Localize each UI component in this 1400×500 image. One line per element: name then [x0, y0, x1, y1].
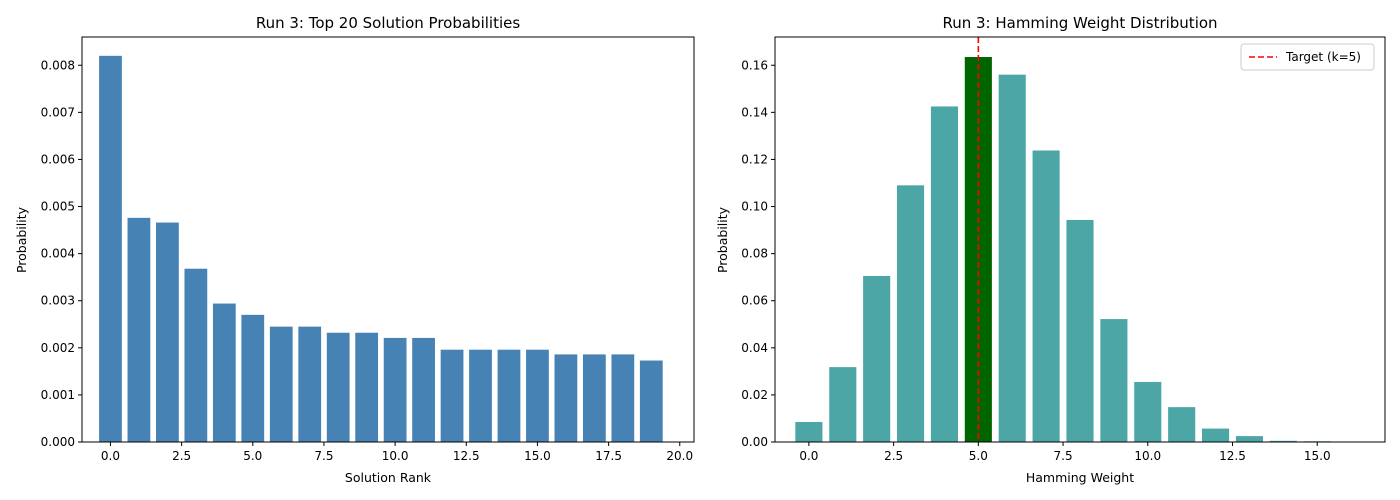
chart-title: Run 3: Hamming Weight Distribution — [942, 14, 1217, 32]
y-ticks: 0.00 0.02 0.04 0.06 0.08 0.10 0.12 0.14 0.16 — [741, 58, 775, 449]
x-tick-label: 10.0 — [382, 449, 409, 463]
bar — [829, 367, 857, 442]
bar — [184, 268, 208, 442]
x-tick-label: 2.5 — [172, 449, 191, 463]
bars — [795, 57, 1365, 443]
x-ticks: 0.0 2.5 5.0 7.5 10.0 12.5 15.0 17.5 20.0 — [101, 442, 693, 463]
y-tick-label: 0.001 — [41, 388, 75, 402]
bar — [326, 332, 350, 442]
x-tick-label: 17.5 — [595, 449, 622, 463]
y-axis-label: Probability — [14, 206, 29, 273]
y-tick-label: 0.003 — [41, 294, 75, 308]
bar — [497, 349, 521, 442]
bar — [998, 74, 1026, 443]
bar — [639, 360, 663, 442]
x-axis-label: Solution Rank — [345, 470, 432, 485]
x-tick-label: 0.0 — [101, 449, 120, 463]
y-tick-label: 0.005 — [41, 200, 75, 214]
y-tick-label: 0.004 — [41, 247, 75, 261]
bar — [241, 314, 265, 442]
y-tick-label: 0.04 — [741, 341, 768, 355]
x-tick-label: 7.5 — [1054, 449, 1073, 463]
bar — [930, 106, 958, 442]
y-ticks: 0.000 0.001 0.002 0.003 0.004 0.005 0.006 0.007… — [41, 58, 82, 449]
legend-box — [1240, 43, 1375, 71]
bar — [795, 421, 823, 442]
bar — [526, 349, 549, 442]
y-tick-label: 0.006 — [41, 152, 75, 166]
bar — [127, 217, 151, 442]
x-tick-label: 10.0 — [1134, 449, 1161, 463]
y-tick-label: 0.14 — [741, 105, 768, 119]
bar — [1100, 319, 1128, 442]
y-tick-label: 0.008 — [41, 58, 75, 72]
x-tick-label: 15.0 — [524, 449, 551, 463]
y-tick-label: 0.007 — [41, 105, 75, 119]
bar — [440, 349, 464, 442]
y-tick-label: 0.002 — [41, 341, 75, 355]
y-axis-label: Probability — [715, 206, 730, 273]
y-tick-label: 0.12 — [741, 152, 768, 166]
solution-probabilities-chart: Run 3: Top 20 Solution Probabilities 0.0… — [14, 14, 695, 485]
x-tick-label: 20.0 — [666, 449, 693, 463]
bar — [897, 185, 925, 442]
bar — [269, 326, 293, 442]
bar — [156, 222, 179, 442]
bar — [412, 337, 435, 442]
plot-frame — [774, 36, 1386, 443]
hamming-weight-chart: Run 3: Hamming Weight Distribution 0.0 2.… — [715, 14, 1386, 485]
bar — [383, 337, 407, 442]
bar — [1269, 440, 1297, 442]
y-tick-label: 0.02 — [741, 388, 768, 402]
bar — [1168, 407, 1196, 442]
legend: Target (k=5) — [1240, 43, 1375, 71]
y-tick-label: 0.08 — [741, 247, 768, 261]
bar — [611, 354, 635, 442]
y-tick-label: 0.000 — [41, 435, 75, 449]
x-tick-label: 15.0 — [1304, 449, 1331, 463]
bar — [1066, 219, 1094, 442]
x-tick-label: 5.0 — [969, 449, 988, 463]
x-axis-label: Hamming Weight — [1026, 470, 1134, 485]
chart-title: Run 3: Top 20 Solution Probabilities — [256, 14, 521, 32]
y-tick-label: 0.06 — [741, 294, 768, 308]
x-tick-label: 0.0 — [799, 449, 818, 463]
x-tick-label: 12.5 — [1219, 449, 1246, 463]
y-tick-label: 0.16 — [741, 58, 768, 72]
bar — [469, 349, 492, 442]
x-tick-label: 7.5 — [314, 449, 333, 463]
bar — [99, 55, 122, 442]
bars — [99, 55, 663, 442]
x-ticks: 0.0 2.5 5.0 7.5 10.0 12.5 15.0 — [799, 442, 1331, 463]
plot-frame — [81, 36, 695, 443]
bar — [298, 326, 322, 442]
x-tick-label: 2.5 — [884, 449, 903, 463]
y-tick-label: 0.10 — [741, 200, 768, 214]
x-tick-label: 12.5 — [453, 449, 480, 463]
bar — [1235, 436, 1263, 442]
bar — [355, 332, 379, 442]
x-tick-label: 5.0 — [243, 449, 262, 463]
bar — [582, 354, 606, 442]
bar — [1032, 150, 1060, 442]
bar — [554, 354, 578, 442]
bar — [1202, 428, 1230, 442]
bar — [212, 303, 236, 442]
bar — [1134, 381, 1162, 442]
y-tick-label: 0.00 — [741, 435, 768, 449]
legend-label: Target (k=5) — [1285, 50, 1361, 64]
bar — [863, 275, 891, 442]
